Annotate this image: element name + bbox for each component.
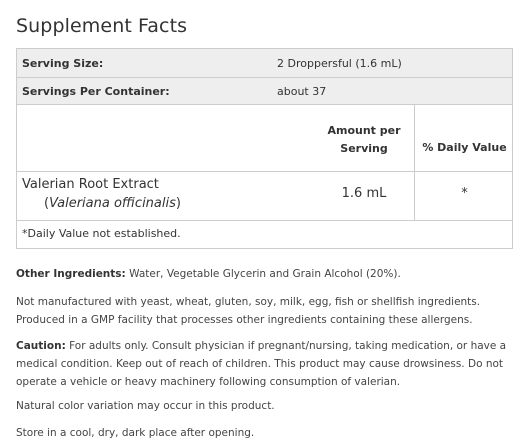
latin-name: Valeriana officinalis — [49, 196, 176, 211]
caution-text: For adults only. Consult physician if pr… — [16, 340, 507, 388]
amount-per-serving-header: Amount per Serving — [314, 122, 414, 158]
other-ingredients-label: Other Ingredients: — [16, 268, 126, 280]
allergen-statement: Not manufactured with yeast, wheat, glut… — [16, 296, 481, 326]
servings-per-container-label: Servings Per Container: — [22, 85, 170, 98]
servings-per-container-value: about 37 — [277, 85, 327, 98]
divider — [17, 104, 512, 105]
ingredient-daily-value: * — [461, 186, 468, 201]
color-variation-note: Natural color variation may occur in thi… — [16, 400, 275, 412]
caution-label: Caution: — [16, 340, 66, 352]
page-title: Supplement Facts — [16, 15, 188, 37]
serving-size-value: 2 Droppersful (1.6 mL) — [277, 57, 402, 70]
divider — [17, 171, 512, 172]
footnote: *Daily Value not established. — [22, 227, 181, 240]
serving-size-row: Serving Size: 2 Droppersful (1.6 mL) — [17, 49, 512, 77]
amount-header-line2: Serving — [340, 142, 388, 155]
ingredient-amount: 1.6 mL — [341, 186, 387, 201]
divider — [17, 220, 512, 221]
close-paren: ) — [175, 196, 181, 211]
amount-header-line1: Amount per — [327, 124, 401, 137]
caution-statement: Caution: For adults only. Consult physic… — [16, 337, 512, 391]
table-header-row: Amount per Serving % Daily Value — [17, 105, 512, 171]
daily-value-header: % Daily Value — [422, 141, 507, 154]
divider — [17, 77, 512, 78]
storage-note: Store in a cool, dry, dark place after o… — [16, 427, 255, 439]
column-divider — [414, 105, 415, 220]
ingredient-latin-name: (Valeriana officinalis) — [44, 196, 181, 211]
supplement-facts-table: Serving Size: 2 Droppersful (1.6 mL) Ser… — [16, 48, 513, 249]
ingredient-row: Valerian Root Extract (Valeriana officin… — [17, 172, 512, 220]
other-ingredients-text: Water, Vegetable Glycerin and Grain Alco… — [125, 268, 401, 280]
ingredient-name: Valerian Root Extract — [22, 177, 159, 192]
open-paren: ( — [44, 196, 50, 211]
servings-per-container-row: Servings Per Container: about 37 — [17, 78, 512, 104]
other-ingredients: Other Ingredients: Water, Vegetable Glyc… — [16, 265, 512, 283]
serving-size-label: Serving Size: — [22, 57, 104, 70]
